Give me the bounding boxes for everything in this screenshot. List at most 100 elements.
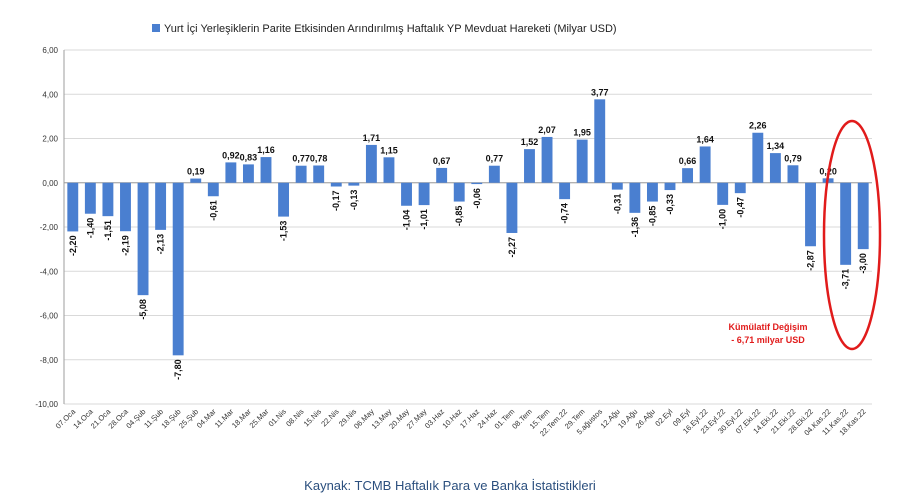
data-label: 3,77	[591, 87, 609, 97]
y-tick-label: -8,00	[40, 356, 59, 365]
bar	[418, 182, 430, 206]
x-tick-label: 22.Nis	[319, 407, 341, 429]
data-label: 0,77	[292, 154, 310, 164]
data-label: 1,34	[767, 141, 785, 151]
bar	[436, 167, 448, 183]
bar	[190, 178, 202, 183]
bar	[260, 157, 272, 183]
data-label: -1,40	[85, 218, 95, 239]
chart: Yurt İçi Yerleşiklerin Parite Etkisinden…	[35, 22, 882, 438]
bar	[752, 132, 764, 183]
bar	[682, 168, 694, 183]
bar	[594, 99, 606, 183]
bar	[524, 149, 535, 183]
bar	[383, 157, 395, 183]
bar	[155, 182, 167, 230]
data-label: -1,01	[419, 209, 429, 230]
data-label: 0,83	[240, 152, 258, 162]
data-label: -0,85	[454, 206, 464, 227]
bar	[576, 139, 588, 183]
data-label: -2,13	[156, 234, 166, 255]
bar	[278, 182, 290, 217]
data-label: 0,92	[222, 150, 240, 160]
data-label: -2,20	[68, 235, 78, 256]
bar	[67, 182, 79, 232]
legend-swatch	[152, 24, 160, 32]
data-label: -1,36	[630, 217, 640, 238]
bar	[172, 182, 184, 356]
data-label: -5,08	[138, 299, 148, 320]
data-label: -0,74	[560, 203, 570, 224]
bar	[664, 182, 676, 191]
data-label: -3,00	[858, 253, 868, 274]
legend: Yurt İçi Yerleşiklerin Parite Etkisinden…	[152, 22, 617, 35]
bar	[453, 182, 465, 202]
x-tick-label: 25.Mar	[248, 407, 271, 430]
data-labels: -2,20 -1,40 -1,51 -2,19 -5,08 -2,13 -7,80 0,19 -…	[68, 87, 868, 380]
bar	[225, 162, 237, 183]
bar	[541, 136, 553, 183]
highlight-ellipse	[822, 119, 882, 351]
data-label: -2,87	[806, 250, 816, 271]
data-label: -0,47	[735, 197, 745, 218]
source-note: Kaynak: TCMB Haftalık Para ve Banka İsta…	[304, 478, 596, 493]
bar	[330, 182, 342, 187]
data-label: 1,15	[380, 145, 398, 155]
y-tick-label: -10,00	[35, 400, 58, 409]
bar	[805, 182, 816, 247]
y-tick-label: -4,00	[40, 267, 59, 276]
data-label: -1,53	[279, 221, 289, 242]
legend-label: Yurt İçi Yerleşiklerin Parite Etkisinden…	[164, 22, 617, 35]
x-tick-label: 15.Nis	[302, 407, 324, 429]
bars	[67, 99, 869, 356]
data-label: 2,07	[538, 125, 556, 135]
data-label: -0,61	[208, 200, 218, 221]
gridlines	[64, 49, 872, 405]
annotation: Kümülatif Değişim - 6,71 milyar USD	[728, 119, 882, 351]
bar	[769, 153, 781, 183]
data-label: 1,64	[696, 134, 714, 144]
bar	[313, 165, 325, 183]
data-label: 1,71	[363, 133, 381, 143]
annotation-line-2: - 6,71 milyar USD	[731, 335, 805, 345]
data-label: -1,04	[402, 210, 412, 231]
bar	[242, 164, 254, 183]
data-label: -7,80	[173, 359, 183, 380]
data-label: 0,79	[784, 153, 802, 163]
bar	[611, 182, 623, 190]
data-label: -0,85	[647, 206, 657, 227]
bar	[207, 182, 219, 197]
data-label: -2,19	[120, 235, 130, 256]
data-label: 0,19	[187, 167, 205, 177]
data-label: 1,52	[521, 137, 539, 147]
data-label: 1,16	[257, 145, 275, 155]
bar	[295, 165, 307, 183]
bar	[120, 182, 131, 232]
x-tick-label: 02.Eyl	[653, 407, 674, 428]
bar	[629, 182, 641, 213]
bar	[102, 182, 114, 217]
bar	[857, 182, 869, 250]
bar	[559, 182, 571, 200]
bar	[348, 182, 360, 186]
bar	[471, 182, 483, 185]
data-label: -0,17	[331, 191, 341, 212]
x-tick-label: 26.Ağu	[634, 407, 657, 430]
data-label: -2,27	[507, 237, 517, 258]
y-tick-label: 0,00	[42, 179, 58, 188]
data-label: -0,06	[472, 188, 482, 209]
data-label: -0,31	[612, 194, 622, 215]
annotation-line-1: Kümülatif Değişim	[728, 322, 807, 332]
y-tick-label: -6,00	[40, 312, 59, 321]
bar	[401, 182, 412, 206]
bar	[365, 144, 377, 183]
data-label: -0,13	[349, 190, 359, 211]
bar	[717, 182, 729, 205]
data-label: 0,77	[486, 154, 504, 164]
data-label: -1,00	[718, 209, 728, 230]
bar	[646, 182, 658, 202]
bar	[488, 165, 500, 183]
bar	[84, 182, 96, 214]
y-tick-label: 4,00	[42, 90, 58, 99]
y-tick-label: 2,00	[42, 135, 58, 144]
